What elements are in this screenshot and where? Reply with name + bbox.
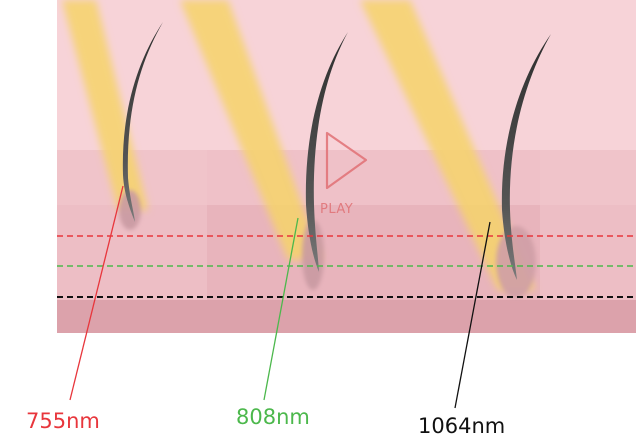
hair-shaft-755 xyxy=(122,22,163,222)
follicle-panel-3 xyxy=(540,150,636,300)
callout-line-808 xyxy=(263,217,299,401)
subcutaneous-layer xyxy=(57,300,636,333)
hair-shaft-1064 xyxy=(501,34,551,280)
skin-cross-section xyxy=(57,0,636,333)
follicle-bulb-808 xyxy=(302,220,324,290)
play-triangle-icon[interactable] xyxy=(325,131,368,190)
follicle-bulbs xyxy=(119,190,536,298)
wavelength-label-808: 808nm xyxy=(236,405,310,429)
hair-shaft-808 xyxy=(305,32,348,272)
follicle-bulb-1064 xyxy=(496,226,536,298)
laser-beam-1064 xyxy=(360,0,535,290)
play-label[interactable]: PLAY xyxy=(320,202,353,217)
hair-shafts xyxy=(122,22,551,280)
callout-line-1064 xyxy=(454,221,491,409)
play-button[interactable]: PLAY xyxy=(320,131,368,217)
callout-line-755 xyxy=(69,185,124,401)
laser-beam-808 xyxy=(180,0,322,260)
epidermis-layer xyxy=(57,0,636,150)
wavelength-label-755: 755nm xyxy=(26,409,100,433)
wavelength-label-1064: 1064nm xyxy=(418,414,505,438)
follicle-bulb-755 xyxy=(119,190,141,230)
